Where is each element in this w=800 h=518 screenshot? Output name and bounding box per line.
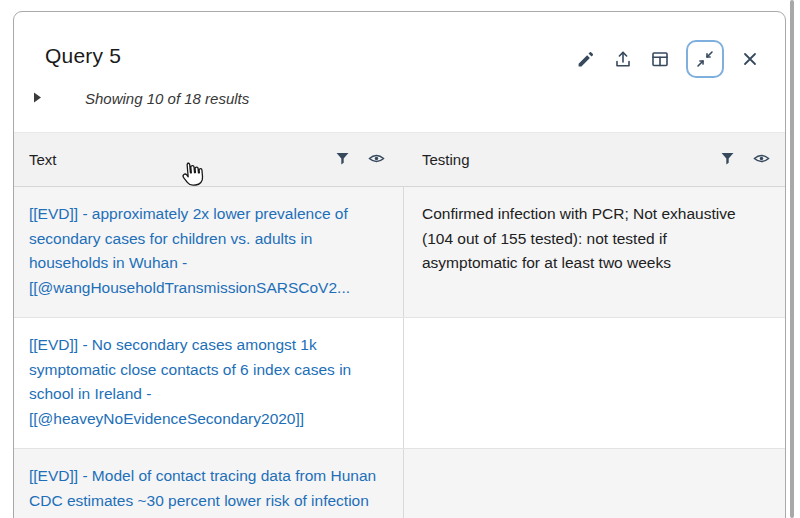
filter-icon bbox=[719, 150, 736, 170]
results-summary-row: Showing 10 of 18 results bbox=[31, 90, 249, 107]
export-button[interactable] bbox=[612, 48, 634, 70]
upload-icon bbox=[613, 49, 633, 69]
cell-text-link[interactable]: [[EVD]] - approximately 2x lower prevale… bbox=[14, 187, 404, 317]
table-header: Text bbox=[14, 132, 785, 187]
visibility-button[interactable] bbox=[367, 149, 386, 171]
window-scrollbar[interactable] bbox=[790, 0, 794, 518]
table-row: [[EVD]] - No secondary cases amongst 1k … bbox=[14, 318, 785, 449]
screen: Query 5 bbox=[0, 0, 800, 518]
panel-toolbar bbox=[575, 38, 761, 80]
table-view-button[interactable] bbox=[649, 48, 671, 70]
filter-button[interactable] bbox=[719, 150, 736, 170]
table-body: [[EVD]] - approximately 2x lower prevale… bbox=[14, 187, 785, 518]
close-icon bbox=[741, 50, 759, 68]
results-summary: Showing 10 of 18 results bbox=[85, 90, 249, 107]
query-panel: Query 5 bbox=[13, 11, 786, 518]
cell-testing: Confirmed infection with PCR; Not exhaus… bbox=[404, 187, 785, 317]
collapse-button[interactable] bbox=[686, 40, 724, 78]
table-layout-icon bbox=[650, 49, 670, 69]
cell-text-link[interactable]: [[EVD]] - No secondary cases amongst 1k … bbox=[14, 318, 404, 448]
close-button[interactable] bbox=[739, 48, 761, 70]
column-label: Text bbox=[29, 151, 57, 168]
table-row: [[EVD]] - Model of contact tracing data … bbox=[14, 449, 785, 518]
cell-testing bbox=[404, 318, 785, 448]
visibility-button[interactable] bbox=[752, 149, 771, 171]
column-header-testing[interactable]: Testing bbox=[404, 133, 785, 186]
table-row: [[EVD]] - approximately 2x lower prevale… bbox=[14, 187, 785, 318]
caret-right-icon bbox=[33, 91, 42, 106]
column-label: Testing bbox=[422, 151, 470, 168]
eye-icon bbox=[367, 149, 386, 171]
column-header-text[interactable]: Text bbox=[14, 133, 404, 186]
filter-icon bbox=[334, 150, 351, 170]
cell-testing bbox=[404, 449, 785, 518]
eye-icon bbox=[752, 149, 771, 171]
expand-toggle[interactable] bbox=[31, 93, 43, 105]
panel-title: Query 5 bbox=[45, 44, 121, 68]
pencil-icon bbox=[576, 49, 596, 69]
collapse-icon bbox=[695, 49, 715, 69]
cell-text-link[interactable]: [[EVD]] - Model of contact tracing data … bbox=[14, 449, 404, 518]
edit-button[interactable] bbox=[575, 48, 597, 70]
filter-button[interactable] bbox=[334, 150, 351, 170]
